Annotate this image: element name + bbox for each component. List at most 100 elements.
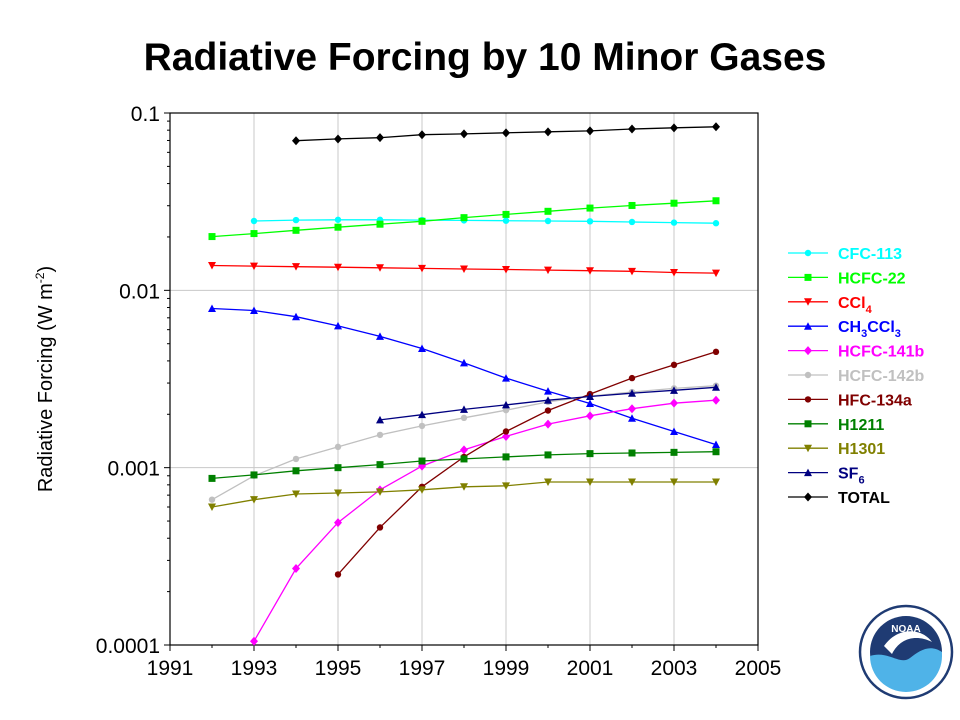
- data-point-h1211: [460, 455, 468, 463]
- legend-label: CFC-113: [838, 246, 902, 263]
- data-point-h1211: [628, 449, 636, 457]
- data-point-hcfc-141b: [628, 404, 636, 414]
- legend-item-hfc-134a: HFC-134a: [788, 392, 912, 409]
- data-point-ccl4: [670, 269, 678, 277]
- data-point-h1211: [586, 450, 594, 458]
- series-line-hfc-134a: [337, 351, 717, 575]
- data-point-sf6: [670, 386, 678, 394]
- data-point-h1301: [712, 478, 720, 487]
- legend-label: HCFC-22: [838, 270, 906, 287]
- data-point-cfc-113: [334, 216, 342, 223]
- x-tick-label: 2005: [735, 657, 782, 680]
- data-point-ch3ccl3: [460, 358, 468, 367]
- legend-item-h1301: H1301: [788, 441, 885, 458]
- data-point-cfc-113: [502, 217, 510, 224]
- data-point-h1301: [544, 478, 552, 487]
- data-point-hcfc-141b: [712, 395, 720, 405]
- data-point-hcfc-142b: [376, 431, 384, 439]
- legend-item-hcfc-141b: HCFC-141b: [788, 344, 924, 361]
- data-point-hcfc-22: [670, 199, 678, 207]
- data-point-ccl4: [502, 266, 510, 274]
- legend-swatch-marker: [804, 322, 812, 330]
- data-point-hcfc-22: [712, 197, 720, 205]
- legend-label: CCl4: [838, 295, 873, 316]
- data-point-hcfc-22: [502, 210, 510, 218]
- data-point-h1211: [376, 461, 384, 469]
- data-point-total: [460, 129, 468, 139]
- data-point-ch3ccl3: [250, 306, 258, 314]
- series-cfc-113: [250, 216, 720, 227]
- data-point-sf6: [460, 405, 468, 413]
- data-point-total: [502, 128, 510, 138]
- data-point-hcfc-142b: [208, 496, 216, 503]
- data-point-h1211: [250, 471, 258, 479]
- data-point-total: [544, 127, 552, 137]
- data-point-h1211: [208, 474, 216, 482]
- data-point-ch3ccl3: [670, 427, 678, 435]
- data-point-hcfc-22: [250, 230, 258, 238]
- series-ch3ccl3: [208, 304, 720, 449]
- data-point-ch3ccl3: [376, 332, 384, 340]
- legend-swatch-marker: [804, 420, 812, 428]
- data-point-h1301: [334, 489, 342, 497]
- legend-label: H1301: [838, 441, 885, 458]
- data-point-sf6: [544, 396, 552, 404]
- data-point-h1211: [544, 451, 552, 459]
- data-point-ch3ccl3: [502, 374, 510, 382]
- data-point-h1211: [502, 453, 510, 461]
- series-hcfc-22: [208, 197, 720, 241]
- data-point-total: [334, 134, 342, 144]
- data-point-hcfc-22: [418, 217, 426, 225]
- data-point-h1211: [334, 464, 342, 472]
- legend-swatch-marker: [804, 273, 812, 281]
- series-h1301: [208, 478, 720, 512]
- legend-swatch-marker: [804, 371, 812, 379]
- legend-item-ccl4: CCl4: [788, 295, 873, 316]
- data-point-h1301: [376, 488, 384, 496]
- data-point-sf6: [586, 392, 594, 400]
- data-point-ccl4: [712, 269, 720, 278]
- data-point-ch3ccl3: [208, 304, 216, 312]
- data-point-h1211: [712, 448, 720, 456]
- data-point-ccl4: [208, 262, 216, 270]
- noaa-logo: NOAA: [858, 604, 954, 700]
- series-sf6: [376, 383, 720, 424]
- legend-swatch-marker: [804, 298, 812, 306]
- x-tick-label: 1997: [399, 657, 446, 680]
- data-point-hfc-134a: [628, 374, 636, 382]
- series-total: [292, 122, 720, 146]
- y-tick-label: 0.001: [107, 458, 160, 481]
- legend-swatch-marker: [804, 396, 812, 403]
- y-tick-label: 0.01: [119, 280, 160, 303]
- legend-label: HFC-134a: [838, 392, 912, 409]
- legend-swatch-marker: [804, 468, 812, 477]
- data-point-hcfc-142b: [460, 414, 468, 422]
- legend-item-cfc-113: CFC-113: [788, 246, 902, 263]
- data-point-total: [376, 133, 384, 143]
- legend-item-ch3ccl3: CH3CCl3: [788, 319, 901, 340]
- data-point-total: [670, 123, 678, 133]
- legend-swatch-marker: [804, 492, 812, 502]
- data-point-ccl4: [334, 263, 342, 272]
- legend-item-sf6: SF6: [788, 466, 865, 487]
- data-point-ccl4: [544, 266, 552, 275]
- data-point-h1211: [418, 457, 426, 465]
- data-point-ccl4: [586, 267, 594, 275]
- data-point-hcfc-22: [208, 233, 216, 241]
- data-point-total: [292, 136, 300, 146]
- legend-swatch-marker: [804, 249, 812, 257]
- data-point-sf6: [712, 383, 720, 391]
- x-tick-label: 2003: [651, 657, 698, 680]
- data-point-sf6: [628, 389, 636, 397]
- x-tick-label: 1995: [315, 657, 362, 680]
- data-point-hcfc-142b: [502, 406, 510, 414]
- legend-item-total: TOTAL: [788, 490, 890, 507]
- plot-area: [170, 113, 758, 645]
- series-h1211: [208, 448, 720, 482]
- data-point-ccl4: [460, 265, 468, 273]
- data-point-total: [712, 122, 720, 132]
- data-point-ccl4: [376, 264, 384, 272]
- series-layer: [208, 122, 720, 646]
- legend-label: HCFC-141b: [838, 344, 924, 361]
